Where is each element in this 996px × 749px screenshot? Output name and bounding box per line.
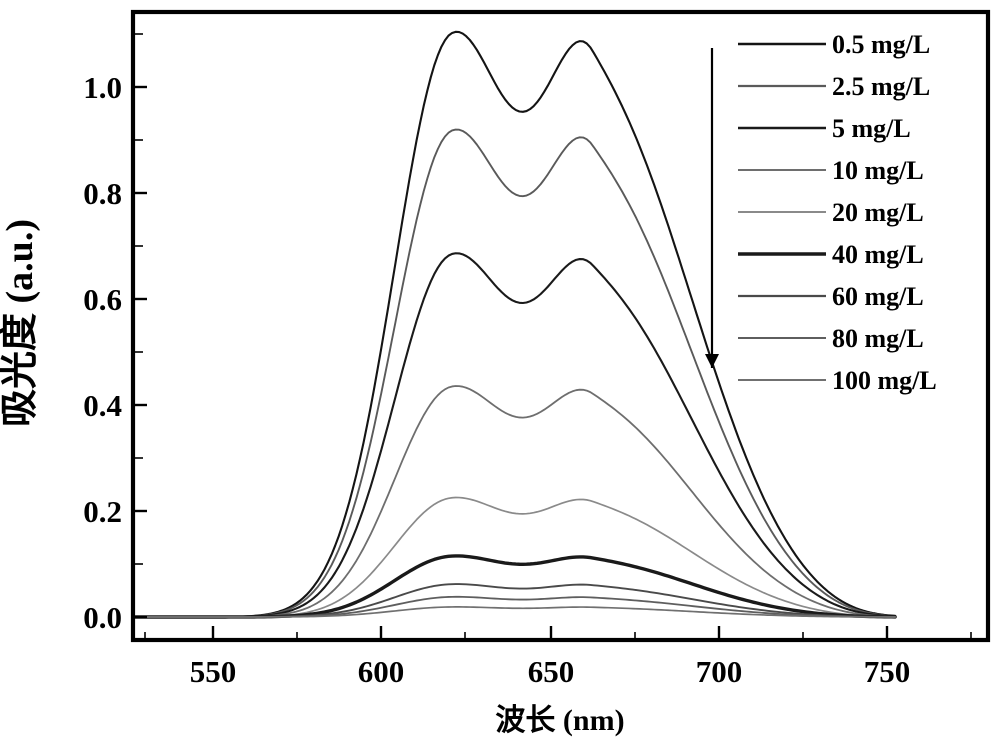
svg-text:100 mg/L: 100 mg/L	[832, 366, 937, 395]
svg-text:0.8: 0.8	[83, 176, 122, 211]
svg-text:波长 (nm): 波长 (nm)	[495, 704, 624, 737]
svg-text:0.6: 0.6	[83, 282, 122, 317]
svg-text:80 mg/L: 80 mg/L	[832, 324, 924, 353]
svg-text:5 mg/L: 5 mg/L	[832, 114, 911, 143]
svg-text:750: 750	[864, 654, 911, 689]
svg-text:吸光度 (a.u.): 吸光度 (a.u.)	[0, 219, 41, 427]
svg-text:40 mg/L: 40 mg/L	[832, 240, 924, 269]
svg-text:700: 700	[696, 654, 743, 689]
svg-text:550: 550	[190, 654, 237, 689]
svg-text:0.5 mg/L: 0.5 mg/L	[832, 30, 930, 59]
svg-text:0.4: 0.4	[83, 388, 122, 423]
svg-text:600: 600	[358, 654, 405, 689]
svg-text:20 mg/L: 20 mg/L	[832, 198, 924, 227]
svg-text:650: 650	[528, 654, 575, 689]
svg-text:10 mg/L: 10 mg/L	[832, 156, 924, 185]
svg-text:0.2: 0.2	[83, 494, 122, 529]
svg-text:0.0: 0.0	[83, 600, 122, 635]
svg-text:1.0: 1.0	[83, 70, 122, 105]
svg-text:2.5 mg/L: 2.5 mg/L	[832, 72, 930, 101]
svg-text:60 mg/L: 60 mg/L	[832, 282, 924, 311]
